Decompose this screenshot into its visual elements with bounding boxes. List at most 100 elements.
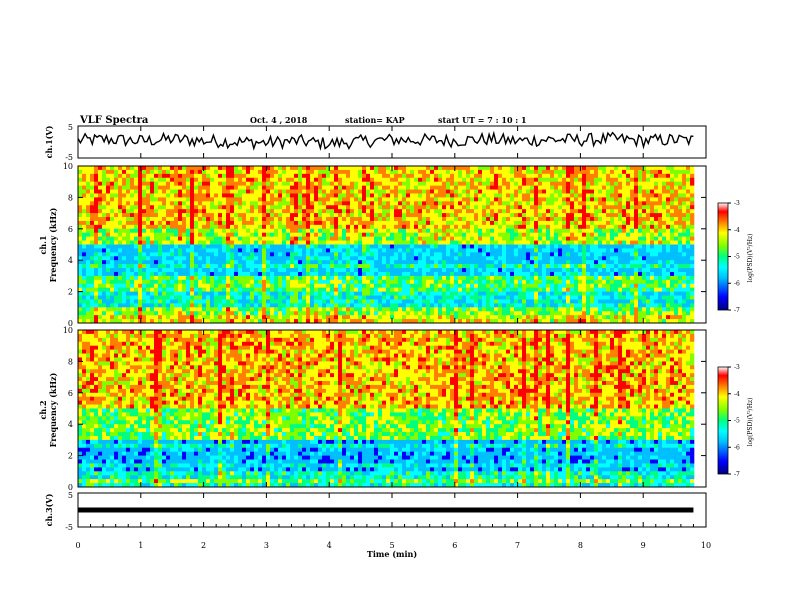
ch1-spectrogram-cell: [650, 248, 655, 253]
ch1-spectrogram-cell: [226, 177, 231, 182]
ch1-spectrogram-cell: [410, 256, 415, 261]
ch1-spectrogram-cell: [610, 283, 615, 288]
ch1-spectrogram-cell: [482, 201, 487, 206]
ch1-spectrogram-cell: [654, 224, 659, 230]
ch1-spectrogram-cell: [162, 268, 167, 273]
ch1-spectrogram-cell: [86, 236, 91, 241]
ch1-spectrogram-cell: [106, 205, 111, 210]
ch1-spectrogram-cell: [438, 268, 443, 273]
ch1-spectrogram-cell: [366, 177, 371, 182]
ch1-spectrogram-cell: [410, 213, 415, 218]
ch1-spectrogram-cell: [610, 279, 615, 285]
ch1-spectrogram-cell: [198, 201, 203, 206]
ch1-spectrogram-cell: [142, 185, 147, 190]
ch1-spectrogram-cell: [546, 220, 551, 226]
ch1-spectrogram-cell: [182, 291, 187, 296]
ch1-spectrogram-cell: [406, 260, 411, 265]
ch1-spectrogram-cell: [382, 228, 387, 234]
ch1-spectrogram-cell: [542, 193, 547, 198]
ch1-spectrogram-cell: [530, 248, 535, 253]
ch1-spectrogram-cell: [214, 244, 219, 249]
ch1-spectrogram-cell: [470, 169, 475, 175]
ch1-spectrogram-cell: [638, 236, 643, 241]
ch1-spectrogram-cell: [170, 217, 175, 222]
ch1-spectrogram-cell: [442, 271, 447, 277]
ch1-spectrogram-cell: [346, 193, 351, 198]
ch1-spectrogram-cell: [466, 213, 471, 218]
ch1-spectrogram-cell: [418, 205, 423, 210]
ch1-spectrogram-cell: [206, 264, 211, 269]
ch1-spectrogram-cell: [214, 177, 219, 182]
ch1-spectrogram-cell: [166, 173, 171, 179]
ch1-spectrogram-cell: [630, 209, 635, 214]
ch1-spectrogram-cell: [222, 197, 227, 202]
ch1-spectrogram-cell: [210, 232, 215, 237]
ch1-spectrogram-cell: [302, 213, 307, 218]
ch1-spectrogram-cell: [458, 287, 463, 292]
ch1-spectrogram-cell: [358, 240, 363, 245]
ch1-spectrogram-cell: [410, 252, 415, 257]
ch1-spectrogram-cell: [146, 201, 151, 206]
ch1-spectrogram-cell: [474, 268, 479, 273]
ch1-spectrogram-cell: [342, 189, 347, 194]
ch1-spectrogram-cell: [294, 264, 299, 269]
ch1-spectrogram-cell: [270, 169, 275, 175]
ch1-spectrogram-cell: [566, 205, 571, 210]
ch1-spectrogram-cell: [410, 224, 415, 230]
ch1-spectrogram-cell: [650, 228, 655, 234]
ch1-spectrogram-cell: [422, 256, 427, 261]
ch1-spectrogram-cell: [310, 271, 315, 277]
ch1-spectrogram-cell: [138, 197, 143, 202]
ch1-spectrogram-cell: [362, 224, 367, 230]
ch1-spectrogram-cell: [394, 244, 399, 249]
ch1-spectrogram-cell: [338, 240, 343, 245]
ch1-spectrogram-cell: [170, 271, 175, 277]
ch1-spectrogram-cell: [530, 177, 535, 182]
ch1-spectrogram-cell: [334, 185, 339, 190]
ch1-spectrogram-cell: [110, 201, 115, 206]
ch1-spectrogram-cell: [550, 236, 555, 241]
ch1-spectrogram-cell: [290, 166, 295, 171]
ch1-spectrogram-cell: [138, 240, 143, 245]
ch1-spectrogram-cell: [650, 224, 655, 230]
ch1-spectrogram-cell: [90, 173, 95, 179]
ch1-spectrogram-cell: [442, 279, 447, 285]
ch1-spectrogram-cell: [286, 205, 291, 210]
ch1-spectrogram-cell: [550, 228, 555, 234]
ch1-spectrogram-cell: [150, 228, 155, 234]
ch1-spectrogram-cell: [234, 185, 239, 190]
ch1-spectrogram-cell: [422, 271, 427, 277]
ch1-spectrogram-cell: [566, 279, 571, 285]
ch1-spectrogram-cell: [190, 205, 195, 210]
ch1-spectrogram-cell: [650, 275, 655, 281]
ch1-spectrogram-cell: [678, 166, 683, 171]
ch1-spectrogram-cell: [126, 275, 131, 281]
ch1-spectrogram-cell: [258, 181, 263, 186]
ch1-spectrogram-cell: [322, 240, 327, 245]
ch1-spectrogram-cell: [314, 271, 319, 277]
ch1-spectrogram-cell: [470, 236, 475, 241]
ch1-spectrogram-cell: [114, 248, 119, 253]
ch1-spectrogram-cell: [202, 185, 207, 190]
ch1-spectrogram-cell: [342, 248, 347, 253]
ch1-spectrogram-cell: [534, 264, 539, 269]
ch1-spectrogram-cell: [310, 201, 315, 206]
ch1-spectrogram-cell: [306, 169, 311, 175]
ch1-spectrogram-cell: [110, 205, 115, 210]
ch1-spectrogram-cell: [202, 205, 207, 210]
ch1-spectrogram-cell: [526, 205, 531, 210]
ch1-spectrogram-cell: [402, 169, 407, 175]
ch1-spectrogram-cell: [210, 256, 215, 261]
ch1-spectrogram-cell: [234, 169, 239, 175]
ch1-spectrogram-cell: [254, 224, 259, 230]
ch1-spectrogram-cell: [494, 264, 499, 269]
ch1-spectrogram-cell: [90, 181, 95, 186]
ch1-spectrogram-cell: [334, 287, 339, 292]
ch1-spectrogram-cell: [646, 185, 651, 190]
ch1-spectrogram-cell: [538, 197, 543, 202]
ch1-spectrogram-cell: [574, 260, 579, 265]
ch1-spectrogram-cell: [146, 217, 151, 222]
ch1-spectrogram-cell: [194, 205, 199, 210]
ch1-spectrogram-cell: [274, 244, 279, 249]
ch1-spectrogram-cell: [546, 283, 551, 288]
